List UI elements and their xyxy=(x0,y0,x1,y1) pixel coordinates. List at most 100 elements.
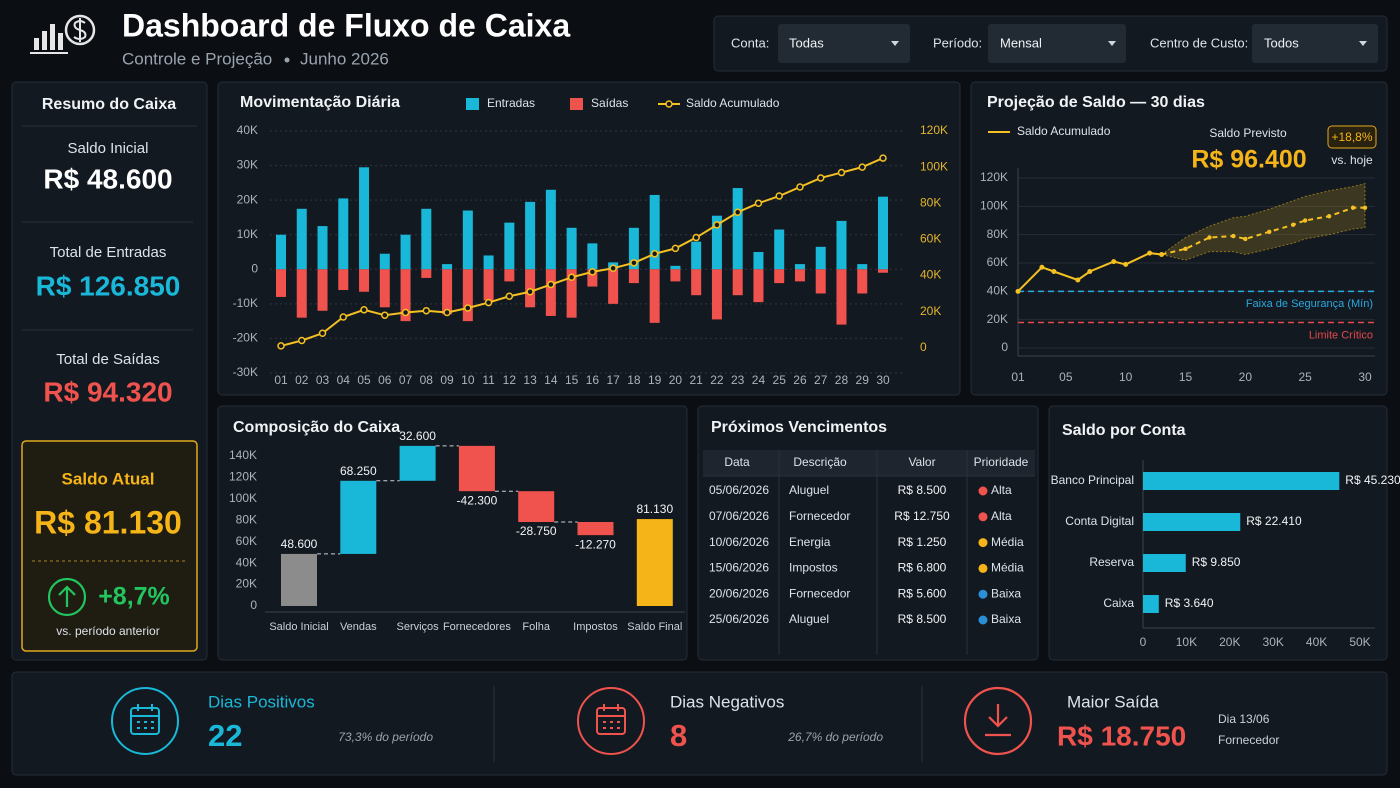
composition-panel xyxy=(217,405,688,661)
bar xyxy=(774,229,785,270)
value-label: -42.300 xyxy=(457,493,498,507)
x-tick-label: 28 xyxy=(835,373,849,387)
value-label: R$ 3.640 xyxy=(1165,596,1214,610)
waterfall-bar xyxy=(399,445,436,481)
x-tick-label: 02 xyxy=(295,373,309,387)
x-tick-label: Saldo Inicial xyxy=(269,621,328,633)
y2-tick-label: 0 xyxy=(920,340,927,354)
y-tick-label: 0 xyxy=(250,598,257,612)
bar xyxy=(815,246,826,270)
kpi-note: 73,3% do período xyxy=(338,730,433,744)
waterfall-bar xyxy=(340,480,377,554)
bar xyxy=(628,269,639,284)
dropdown[interactable]: Todos xyxy=(1252,24,1378,63)
x-tick-label: Serviços xyxy=(397,621,440,633)
kpi-label: Dias Positivos xyxy=(208,692,315,711)
cell-description: Fornecedor xyxy=(789,586,850,600)
bar xyxy=(815,269,826,294)
line-marker xyxy=(1039,264,1045,270)
y2-tick-label: 100K xyxy=(920,159,948,173)
bar xyxy=(545,189,556,270)
x-tick-label: 10K xyxy=(1176,635,1197,649)
y-tick-label: 20K xyxy=(987,312,1008,326)
waterfall-bar xyxy=(577,522,614,536)
dropdown[interactable]: Todas xyxy=(778,24,910,63)
priority-dot xyxy=(978,512,988,522)
projection-panel xyxy=(970,81,1388,396)
waterfall-bar xyxy=(636,519,673,606)
bar xyxy=(338,198,349,270)
x-tick-label: 07 xyxy=(399,373,413,387)
cell-date: 10/06/2026 xyxy=(709,535,769,549)
bar xyxy=(379,269,390,308)
line-marker xyxy=(339,313,348,321)
value-label: R$ 9.850 xyxy=(1192,555,1241,569)
dropdown-value[interactable]: Todos xyxy=(1264,35,1299,50)
y-tick-label: Conta Digital xyxy=(1065,514,1134,528)
line-marker xyxy=(505,292,514,300)
dropdown-box[interactable] xyxy=(988,24,1126,63)
line-marker xyxy=(464,304,472,312)
calendar-icon xyxy=(577,687,645,755)
bar xyxy=(1143,554,1186,572)
chart-title: Saldo por Conta xyxy=(1062,422,1186,439)
summary-label: Total de Entradas xyxy=(50,244,167,261)
x-tick-label: 16 xyxy=(586,373,600,387)
y-tick-label: 40K xyxy=(237,123,258,137)
cell-description: Aluguel xyxy=(789,612,829,626)
x-tick-label: 25 xyxy=(1298,370,1312,384)
dropdown[interactable]: Mensal xyxy=(988,24,1126,63)
dropdown-box[interactable] xyxy=(778,24,910,63)
annotation-note: vs. hoje xyxy=(1331,153,1373,167)
dropdown-value[interactable]: Todas xyxy=(789,35,824,50)
column-header: Descrição xyxy=(793,455,847,469)
value-label: R$ 45.230 xyxy=(1345,473,1400,487)
bar xyxy=(836,269,847,325)
caret[interactable] xyxy=(1108,41,1116,46)
x-tick-label: 10 xyxy=(1119,370,1133,384)
value-label: -12.270 xyxy=(575,537,616,551)
cell-value: R$ 8.500 xyxy=(898,612,947,626)
bar xyxy=(504,222,515,270)
x-tick-label: 22 xyxy=(710,373,724,387)
x-tick-label: 50K xyxy=(1349,635,1370,649)
projection-marker xyxy=(1350,205,1356,210)
bar xyxy=(338,269,349,291)
bar xyxy=(379,253,390,270)
cell-value: R$ 6.800 xyxy=(898,561,947,575)
table-header xyxy=(703,450,1035,476)
legend-label: Saldo Acumulado xyxy=(686,96,780,110)
kpi-value: 8 xyxy=(670,718,687,753)
x-tick-label: 20K xyxy=(1219,635,1240,649)
bar xyxy=(276,234,286,270)
y-tick-label: 100K xyxy=(980,199,1008,213)
bar xyxy=(774,269,785,284)
column-header: Data xyxy=(724,455,750,469)
bar xyxy=(711,215,722,270)
annotation-change: +18,8% xyxy=(1331,130,1372,144)
caret[interactable] xyxy=(1359,41,1367,46)
dropdown-box[interactable] xyxy=(1252,24,1378,63)
cell-priority: Baixa xyxy=(991,612,1021,626)
line-marker xyxy=(796,183,804,191)
priority-dot xyxy=(978,615,988,625)
y2-tick-label: 20K xyxy=(920,304,941,318)
x-tick-label: 20 xyxy=(1239,370,1253,384)
legend-swatch xyxy=(570,98,583,110)
current-label: Saldo Atual xyxy=(62,469,155,488)
x-tick-label: 24 xyxy=(752,373,766,387)
current-change: +8,7% xyxy=(98,583,170,611)
kpi-label: Maior Saída xyxy=(1067,692,1159,711)
line-marker xyxy=(858,163,866,171)
bar xyxy=(483,255,494,270)
cell-value: R$ 5.600 xyxy=(898,586,947,600)
y-tick-label: 0 xyxy=(251,261,258,275)
line-marker xyxy=(671,244,680,253)
accounts-panel xyxy=(1048,405,1388,661)
x-tick-label: 04 xyxy=(337,373,351,387)
caret[interactable] xyxy=(891,41,899,46)
dropdown-value[interactable]: Mensal xyxy=(1000,35,1042,50)
line-marker xyxy=(1075,277,1081,283)
projection-band xyxy=(1160,183,1366,261)
bar xyxy=(359,269,370,292)
